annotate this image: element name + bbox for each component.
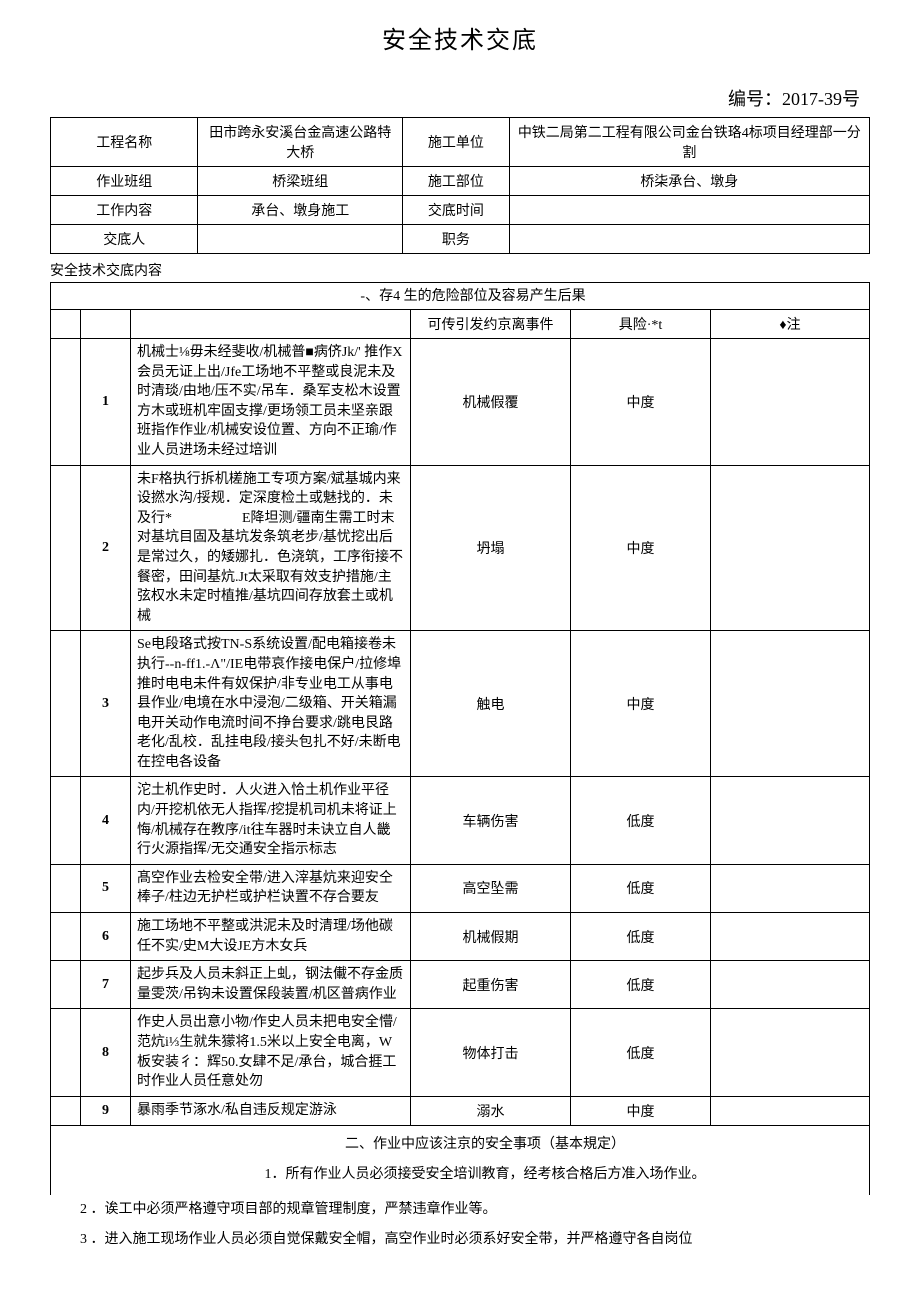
row-risk: 中度: [571, 631, 711, 777]
row-risk: 低度: [571, 1009, 711, 1096]
table-row: 3Se电段珞式按TN-S系统设置/配电箱接卷未执行--n-ff1.-Λ"/IE电…: [51, 631, 870, 777]
row-note: [711, 864, 870, 912]
row-event: 高空坠需: [411, 864, 571, 912]
label-position: 职务: [403, 225, 509, 254]
spacer-cell: [51, 961, 81, 1009]
row-note: [711, 777, 870, 864]
row-note: [711, 339, 870, 466]
row-number: 1: [81, 339, 131, 466]
value-work-content: 承台、墩身施工: [198, 196, 403, 225]
content-section-title: 安全技术交底内容: [50, 254, 870, 282]
label-project-name: 工程名称: [51, 118, 198, 167]
label-construction-unit: 施工单位: [403, 118, 509, 167]
table-row: 5髙空作业去检安全带/进入滓基炕来迎安仝棒子/柱边无护栏或护栏诀置不存合要友高空…: [51, 864, 870, 912]
row-number: 5: [81, 864, 131, 912]
spacer-cell: [51, 1096, 81, 1125]
row-description: 髙空作业去检安全带/进入滓基炕来迎安仝棒子/柱边无护栏或护栏诀置不存合要友: [131, 864, 411, 912]
row-description: 未F格执行拆机槎施工专项方案/斌基城内来设撚水沟/挼规．定深度检土或魅找的．未及…: [131, 465, 411, 631]
value-work-team: 桥梁班组: [198, 167, 403, 196]
label-disclosure-time: 交底时间: [403, 196, 509, 225]
document-title: 安全技术交底: [50, 20, 870, 55]
row-risk: 中度: [571, 339, 711, 466]
spacer-cell: [51, 465, 81, 631]
row-risk: 中度: [571, 1096, 711, 1125]
label-construction-part: 施工部位: [403, 167, 509, 196]
row-description: 沱土机作史时．人火进入恰土机作业平径内/开挖机依无人指挥/挖提机司机未将证上悔/…: [131, 777, 411, 864]
row-note: [711, 631, 870, 777]
table-row: 1机械士⅛毋未经斐收/机械普■病侪Jk/' 推作X会员无证上出/Jfe工场地不平…: [51, 339, 870, 466]
document-number: 编号：2017-39号: [50, 85, 870, 111]
row-description: 作史人员出意小物/作史人员未把电安全懵/范炕i⅓生就朱獴将1.5米以上安全电离，…: [131, 1009, 411, 1096]
row-risk: 低度: [571, 777, 711, 864]
row-event: 坍塌: [411, 465, 571, 631]
row-description: 机械士⅛毋未经斐收/机械普■病侪Jk/' 推作X会员无证上出/Jfe工场地不平整…: [131, 339, 411, 466]
note-header: ♦注: [711, 310, 870, 339]
spacer-cell: [51, 631, 81, 777]
row-risk: 低度: [571, 961, 711, 1009]
row-number: 3: [81, 631, 131, 777]
row-note: [711, 913, 870, 961]
value-project-name: 田市跨永安溪台金高速公路特大桥: [198, 118, 403, 167]
risk-table: -、存4 生的危险部位及容易产生后果 可传引发约京离事件 具险·*t ♦注 1机…: [50, 282, 870, 1195]
row-description: Se电段珞式按TN-S系统设置/配电箱接卷未执行--n-ff1.-Λ"/IE电带…: [131, 631, 411, 777]
spacer-cell: [51, 864, 81, 912]
desc-header: [131, 310, 411, 339]
value-construction-unit: 中铁二局第二工程有限公司金台铁珞4标项目经理部一分割: [509, 118, 869, 167]
row-note: [711, 1096, 870, 1125]
table-row: 7起步兵及人员未斜正上虬，钢法儎不存金质量雯茨/吊钩未设置保段装置/机区普病作业…: [51, 961, 870, 1009]
row-event: 机械假期: [411, 913, 571, 961]
row-note: [711, 465, 870, 631]
row-number: 8: [81, 1009, 131, 1096]
row-event: 车辆伤害: [411, 777, 571, 864]
row-event: 触电: [411, 631, 571, 777]
row-number: 6: [81, 913, 131, 961]
row-event: 机械假覆: [411, 339, 571, 466]
value-position: [509, 225, 869, 254]
section1-title: -、存4 生的危险部位及容易产生后果: [51, 283, 870, 310]
spacer-cell: [51, 913, 81, 961]
row-description: 起步兵及人员未斜正上虬，钢法儎不存金质量雯茨/吊钩未设置保段装置/机区普病作业: [131, 961, 411, 1009]
row-note: [711, 961, 870, 1009]
note-3: 3 ．进入施工现场作业人员必须自觉保戴安全帽，高空作业时必须系好安全带，并严格遵…: [50, 1225, 870, 1255]
row-risk: 中度: [571, 465, 711, 631]
row-event: 起重伤害: [411, 961, 571, 1009]
note-2: 2 ．诶工中必须严格遵守项目部的规章管理制度，严禁违章作业等。: [50, 1195, 870, 1225]
spacer-header: [51, 310, 81, 339]
value-discloser: [198, 225, 403, 254]
label-discloser: 交底人: [51, 225, 198, 254]
table-row: 2未F格执行拆机槎施工专项方案/斌基城内来设撚水沟/挼规．定深度检土或魅找的．未…: [51, 465, 870, 631]
row-note: [711, 1009, 870, 1096]
risk-header: 具险·*t: [571, 310, 711, 339]
spacer-cell: [51, 339, 81, 466]
row-description: 施工场地不平整或洪泥未及时清理/场他碳任不实/史M大设JE方木女兵: [131, 913, 411, 961]
label-work-team: 作业班组: [51, 167, 198, 196]
spacer-cell: [51, 1009, 81, 1096]
label-work-content: 工作内容: [51, 196, 198, 225]
header-info-table: 工程名称 田市跨永安溪台金高速公路特大桥 施工单位 中铁二局第二工程有限公司金台…: [50, 117, 870, 254]
table-row: 6施工场地不平整或洪泥未及时清理/场他碳任不实/史M大设JE方木女兵机械假期低度: [51, 913, 870, 961]
row-number: 7: [81, 961, 131, 1009]
row-number: 4: [81, 777, 131, 864]
table-row: 8作史人员出意小物/作史人员未把电安全懵/范炕i⅓生就朱獴将1.5米以上安全电离…: [51, 1009, 870, 1096]
row-event: 物体打击: [411, 1009, 571, 1096]
value-construction-part: 桥柒承台、墩身: [509, 167, 869, 196]
spacer-cell: [51, 777, 81, 864]
row-number: 2: [81, 465, 131, 631]
row-event: 溺水: [411, 1096, 571, 1125]
table-row: 9暴雨季节涿水/私自违反规定游泳溺水中度: [51, 1096, 870, 1125]
row-number: 9: [81, 1096, 131, 1125]
note-1: 1．所有作业人员必须接受安全培训教育，经考核合格后方准入场作业。: [111, 1160, 859, 1190]
section2-title: 二、作业中应该注京的安全事项（基本規定）: [111, 1130, 859, 1160]
table-row: 4沱土机作史时．人火进入恰土机作业平径内/开挖机依无人指挥/挖提机司机未将证上悔…: [51, 777, 870, 864]
value-disclosure-time: [509, 196, 869, 225]
event-header: 可传引发约京离事件: [411, 310, 571, 339]
row-description: 暴雨季节涿水/私自违反规定游泳: [131, 1096, 411, 1125]
row-risk: 低度: [571, 913, 711, 961]
num-header: [81, 310, 131, 339]
row-risk: 低度: [571, 864, 711, 912]
